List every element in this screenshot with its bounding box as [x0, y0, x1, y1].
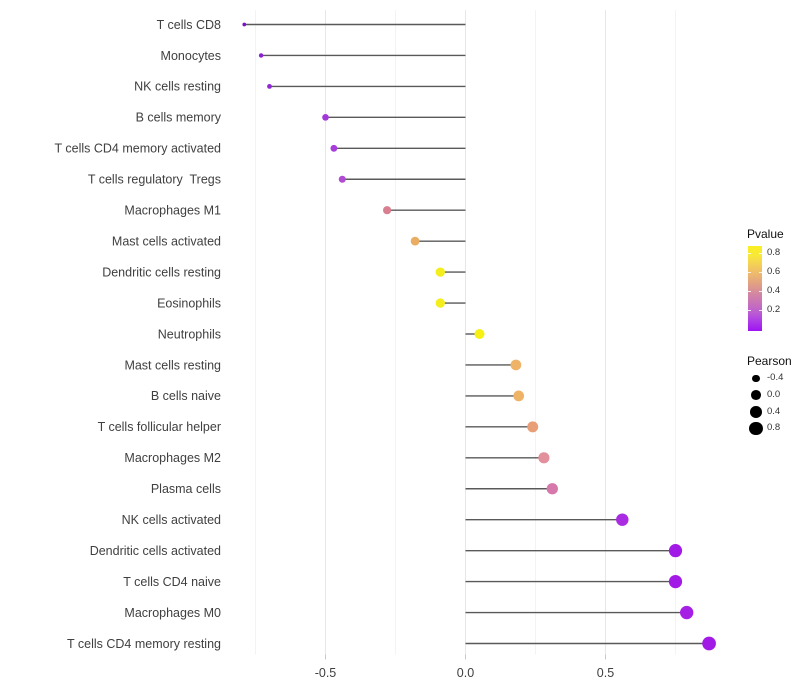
- category-label: NK cells activated: [122, 513, 221, 527]
- pearson-legend-dot: [749, 421, 763, 436]
- pvalue-tick-mark: [759, 272, 762, 273]
- lollipop-point: [435, 267, 445, 277]
- lollipop-point: [510, 359, 522, 371]
- category-label: Mast cells activated: [112, 234, 221, 248]
- lollipop-point: [338, 175, 346, 183]
- pvalue-tick-label: 0.8: [767, 247, 781, 258]
- lollipop-point: [322, 114, 329, 121]
- lollipop-point: [680, 605, 694, 620]
- category-label: NK cells resting: [134, 80, 221, 94]
- lollipop-point: [258, 53, 264, 58]
- pvalue-tick-mark: [759, 253, 762, 254]
- x-tick-label: 0.0: [457, 666, 474, 680]
- lollipop-point: [474, 328, 485, 340]
- pearson-legend-label: -0.4: [767, 372, 784, 384]
- x-tick-label: 0.5: [597, 666, 614, 680]
- pvalue-colorbar: [748, 246, 762, 331]
- pvalue-tick-mark: [748, 291, 751, 292]
- category-label: Macrophages M0: [124, 606, 221, 620]
- pvalue-tick-mark: [748, 272, 751, 273]
- pvalue-tick-label: 0.2: [767, 304, 781, 315]
- pearson-legend-label: 0.8: [767, 422, 781, 434]
- lollipop-point: [513, 390, 525, 402]
- pearson-legend-dot: [752, 374, 760, 382]
- pearson-legend-dot: [751, 390, 761, 400]
- pvalue-tick-label: 0.4: [767, 285, 781, 296]
- lollipop-point: [330, 144, 338, 152]
- category-label: Eosinophils: [157, 296, 221, 310]
- lollipop-point: [267, 83, 272, 89]
- category-label: Neutrophils: [158, 327, 221, 341]
- category-label: T cells regulatory Tregs: [88, 173, 221, 187]
- lollipop-point: [546, 483, 558, 495]
- pvalue-tick-mark: [759, 310, 762, 311]
- category-label: T cells CD4 naive: [123, 575, 221, 589]
- category-label: B cells naive: [151, 389, 221, 403]
- category-label: B cells memory: [136, 111, 222, 125]
- lollipop-point: [383, 206, 392, 215]
- lollipop-point: [616, 513, 629, 526]
- pvalue-tick-label: 0.6: [767, 266, 781, 277]
- lollipop-point: [242, 22, 247, 27]
- pvalue-tick-mark: [759, 291, 762, 292]
- category-label: Monocytes: [161, 49, 221, 63]
- category-label: T cells CD4 memory activated: [55, 142, 222, 156]
- category-label: Dendritic cells resting: [102, 265, 221, 279]
- pvalue-tick-mark: [748, 310, 751, 311]
- lollipop-point: [702, 636, 716, 651]
- lollipop-point: [538, 452, 550, 464]
- pearson-legend-label: 0.0: [767, 389, 781, 400]
- pvalue-legend-title: Pvalue: [747, 227, 784, 241]
- category-label: T cells CD8: [157, 18, 221, 32]
- category-label: Mast cells resting: [124, 358, 221, 372]
- category-label: T cells CD4 memory resting: [67, 637, 221, 651]
- pvalue-tick-mark: [748, 253, 751, 254]
- pearson-legend-title: Pearson: [747, 354, 792, 368]
- lollipop-point: [527, 421, 539, 433]
- pearson-legend-label: 0.4: [767, 405, 781, 417]
- pearson-legend-dot: [750, 405, 762, 418]
- lollipop-point: [410, 236, 420, 246]
- category-label: Macrophages M2: [124, 451, 221, 465]
- category-label: Dendritic cells activated: [90, 544, 221, 558]
- lollipop-point: [668, 544, 683, 558]
- x-tick-label: -0.5: [315, 666, 337, 680]
- category-label: T cells follicular helper: [98, 420, 221, 434]
- category-label: Macrophages M1: [124, 204, 221, 218]
- lollipop-point: [668, 575, 683, 589]
- category-label: Plasma cells: [151, 482, 221, 496]
- lollipop-point: [435, 298, 445, 308]
